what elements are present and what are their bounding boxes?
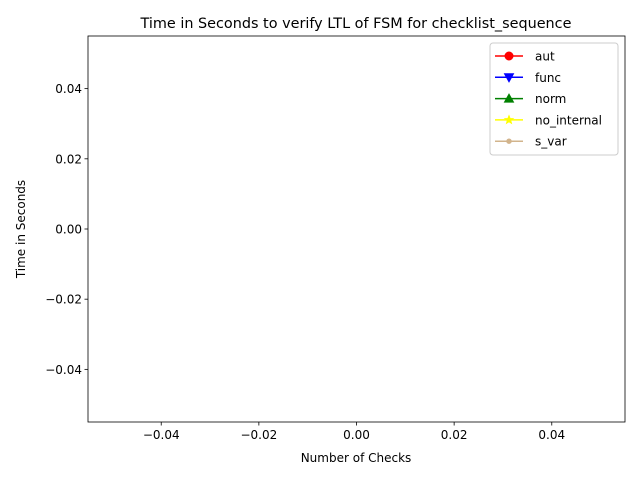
x-axis-label: Number of Checks <box>301 451 412 465</box>
legend-item-func: func <box>495 71 561 85</box>
x-tick-label: 0.00 <box>343 428 370 442</box>
y-tick-label: −0.04 <box>45 363 82 377</box>
legend: aut func norm no_internal s_var <box>489 42 619 156</box>
y-axis: −0.04 −0.02 0.00 0.02 0.04 <box>45 82 88 377</box>
legend-item-no_internal: no_internal <box>495 113 602 127</box>
x-tick-label: 0.02 <box>441 428 468 442</box>
legend-label: s_var <box>535 135 567 149</box>
legend-marker <box>503 93 515 103</box>
legend-label: norm <box>535 92 566 106</box>
legend-item-aut: aut <box>495 50 555 64</box>
y-tick-label: 0.04 <box>55 82 82 96</box>
legend-marker <box>504 51 514 61</box>
legend-label: func <box>535 71 561 85</box>
chart-title: Time in Seconds to verify LTL of FSM for… <box>140 16 572 32</box>
x-tick-label: 0.04 <box>538 428 565 442</box>
legend-box <box>489 42 619 156</box>
legend-item-s_var: s_var <box>495 135 567 149</box>
legend-marker <box>506 138 512 144</box>
legend-marker <box>503 73 515 83</box>
x-axis: −0.04 −0.02 0.00 0.02 0.04 <box>143 422 565 442</box>
legend-marker <box>503 114 515 125</box>
x-tick-label: −0.02 <box>240 428 277 442</box>
y-tick-label: −0.02 <box>45 293 82 307</box>
x-tick-label: −0.04 <box>143 428 180 442</box>
legend-label: no_internal <box>535 113 602 127</box>
y-tick-label: 0.00 <box>55 223 82 237</box>
y-axis-label: Time in Seconds <box>14 180 28 279</box>
legend-item-norm: norm <box>495 92 566 106</box>
y-tick-label: 0.02 <box>55 152 82 166</box>
legend-label: aut <box>535 50 555 64</box>
